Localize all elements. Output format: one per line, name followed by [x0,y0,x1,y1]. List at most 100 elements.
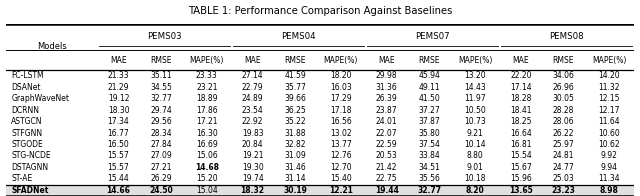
Text: 18.28: 18.28 [510,94,531,103]
Text: 16.77: 16.77 [108,129,129,138]
Text: 28.28: 28.28 [552,106,574,115]
Text: DSANet: DSANet [12,83,41,92]
Text: 22.59: 22.59 [376,140,397,149]
Text: 13.02: 13.02 [330,129,352,138]
Text: STGODE: STGODE [12,140,43,149]
Text: MAPE(%): MAPE(%) [458,56,492,65]
Text: 18.89: 18.89 [196,94,218,103]
Text: 12.15: 12.15 [598,94,620,103]
Text: 15.44: 15.44 [108,174,129,183]
Text: 36.25: 36.25 [284,106,306,115]
Text: 31.36: 31.36 [376,83,397,92]
Text: 17.14: 17.14 [510,83,532,92]
Text: 12.17: 12.17 [598,106,620,115]
Text: 35.22: 35.22 [284,117,306,126]
Text: 21.42: 21.42 [376,163,397,172]
Text: ST-AE: ST-AE [12,174,33,183]
Text: 16.81: 16.81 [510,140,531,149]
Text: MAE: MAE [110,56,127,65]
Text: 30.19: 30.19 [283,186,307,195]
Text: 37.54: 37.54 [418,140,440,149]
Text: 15.57: 15.57 [108,163,129,172]
Text: 35.56: 35.56 [418,174,440,183]
Text: 17.21: 17.21 [196,117,218,126]
Text: PEMS04: PEMS04 [281,32,316,41]
Text: PEMS03: PEMS03 [147,32,182,41]
Text: 29.74: 29.74 [150,106,172,115]
Text: 11.64: 11.64 [598,117,620,126]
Text: 25.97: 25.97 [552,140,574,149]
Text: 17.29: 17.29 [330,94,352,103]
Text: 23.87: 23.87 [376,106,397,115]
Text: 19.21: 19.21 [242,152,264,161]
Text: 45.94: 45.94 [418,71,440,80]
Text: 18.30: 18.30 [108,106,129,115]
Text: 21.33: 21.33 [108,71,129,80]
Text: 32.82: 32.82 [284,140,306,149]
Text: MAPE(%): MAPE(%) [189,56,224,65]
Text: 24.01: 24.01 [376,117,397,126]
Text: 32.77: 32.77 [150,94,172,103]
Text: 15.96: 15.96 [510,174,532,183]
Text: 12.76: 12.76 [330,152,352,161]
Text: 8.20: 8.20 [465,186,484,195]
Text: DSTAGNN: DSTAGNN [12,163,49,172]
Text: RMSE: RMSE [150,56,172,65]
Text: 16.64: 16.64 [510,129,532,138]
Text: 15.54: 15.54 [510,152,532,161]
Text: 13.20: 13.20 [464,71,486,80]
Text: 24.89: 24.89 [242,94,264,103]
Text: ASTGCN: ASTGCN [12,117,43,126]
Text: 9.94: 9.94 [600,163,618,172]
Text: 41.50: 41.50 [419,94,440,103]
Text: 26.96: 26.96 [552,83,574,92]
Text: 12.70: 12.70 [330,163,352,172]
Text: 31.88: 31.88 [284,129,306,138]
Text: MAPE(%): MAPE(%) [324,56,358,65]
Text: 15.04: 15.04 [196,186,218,195]
Text: 26.39: 26.39 [376,94,397,103]
Text: 10.50: 10.50 [464,106,486,115]
Text: 34.55: 34.55 [150,83,172,92]
Text: 31.09: 31.09 [284,152,306,161]
Text: 11.97: 11.97 [464,94,486,103]
Text: MAE: MAE [244,56,261,65]
Text: 9.01: 9.01 [467,163,483,172]
Text: 8.80: 8.80 [467,152,483,161]
Text: 17.18: 17.18 [330,106,351,115]
Text: 16.03: 16.03 [330,83,352,92]
Text: 30.05: 30.05 [552,94,574,103]
Text: 29.56: 29.56 [150,117,172,126]
Text: 13.65: 13.65 [509,186,532,195]
Text: 24.50: 24.50 [149,186,173,195]
Text: 22.07: 22.07 [376,129,397,138]
Text: 13.77: 13.77 [330,140,352,149]
Text: 19.74: 19.74 [242,174,264,183]
Text: 10.14: 10.14 [464,140,486,149]
Text: 25.03: 25.03 [552,174,574,183]
Text: 19.30: 19.30 [242,163,264,172]
Text: 19.12: 19.12 [108,94,129,103]
Text: RMSE: RMSE [419,56,440,65]
Text: 15.20: 15.20 [196,174,218,183]
Text: 31.14: 31.14 [284,174,306,183]
Text: 27.14: 27.14 [242,71,264,80]
Text: 49.11: 49.11 [419,83,440,92]
Text: 22.92: 22.92 [242,117,264,126]
Text: 11.34: 11.34 [598,174,620,183]
Text: 14.66: 14.66 [107,186,131,195]
Text: MAPE(%): MAPE(%) [592,56,626,65]
Text: 12.21: 12.21 [329,186,353,195]
Text: 23.54: 23.54 [242,106,264,115]
Text: 10.62: 10.62 [598,140,620,149]
Text: 24.77: 24.77 [552,163,574,172]
Text: 31.46: 31.46 [284,163,306,172]
Text: STG-NCDE: STG-NCDE [12,152,51,161]
Text: 24.81: 24.81 [552,152,574,161]
Text: 34.06: 34.06 [552,71,574,80]
Text: 14.68: 14.68 [195,163,219,172]
Text: 17.34: 17.34 [108,117,129,126]
Text: 16.50: 16.50 [108,140,129,149]
Text: 41.59: 41.59 [284,71,306,80]
Text: 18.20: 18.20 [330,71,351,80]
